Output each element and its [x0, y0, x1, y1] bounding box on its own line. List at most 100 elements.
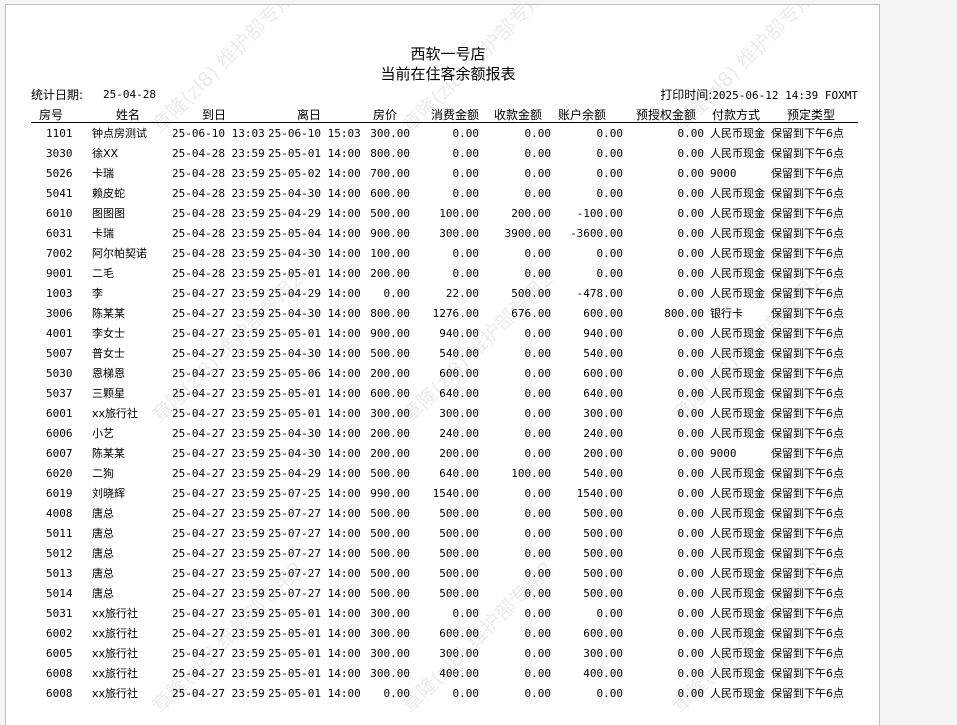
- payment-cell: 676.00: [511, 307, 551, 320]
- arrival-cell: 25-04-28 23:59: [172, 167, 265, 180]
- room-rate-cell: 300.00: [370, 127, 410, 140]
- table-row[interactable]: 3030 徐XX 25-04-28 23:59 25-05-01 14:00 800.0…: [6, 147, 879, 167]
- room-no-cell: 6005: [46, 647, 73, 660]
- guest-name-cell: 卡瑞: [92, 167, 114, 180]
- table-row[interactable]: 5012 唐总 25-04-27 23:59 25-07-27 14:00 500.00…: [6, 547, 879, 567]
- reserve-type-cell: 保留到下午6点: [771, 307, 844, 320]
- pay-method-cell: 人民币现金: [710, 647, 765, 660]
- table-row[interactable]: 5014 唐总 25-04-27 23:59 25-07-27 14:00 500.00…: [6, 587, 879, 607]
- balance-cell: 0.00: [596, 267, 624, 280]
- balance-cell: -478.00: [576, 287, 623, 300]
- room-no-cell: 6008: [46, 687, 73, 700]
- departure-cell: 25-07-27 14:00: [268, 527, 361, 540]
- guest-name-cell: 唐总: [92, 507, 114, 520]
- payment-cell: 0.00: [524, 267, 552, 280]
- consumption-cell: 500.00: [439, 547, 479, 560]
- consumption-cell: 0.00: [452, 247, 480, 260]
- pay-method-cell: 人民币现金: [710, 247, 765, 260]
- reserve-type-cell: 保留到下午6点: [771, 687, 844, 700]
- reserve-type-cell: 保留到下午6点: [771, 447, 844, 460]
- table-row[interactable]: 6020 二狗 25-04-27 23:59 25-04-29 14:00 500.00…: [6, 467, 879, 487]
- balance-cell: 600.00: [583, 367, 623, 380]
- room-rate-cell: 500.00: [370, 527, 410, 540]
- room-no-cell: 5012: [46, 547, 73, 560]
- table-row[interactable]: 4008 唐总 25-04-27 23:59 25-07-27 14:00 500.00…: [6, 507, 879, 527]
- room-rate-cell: 300.00: [370, 667, 410, 680]
- table-row[interactable]: 5013 唐总 25-04-27 23:59 25-07-27 14:00 500.00…: [6, 567, 879, 587]
- pay-method-cell: 人民币现金: [710, 187, 765, 200]
- table-row[interactable]: 7002 阿尔帕契诺 25-04-28 23:59 25-04-30 14:00 100…: [6, 247, 879, 267]
- guest-name-cell: 图图图: [92, 207, 125, 220]
- preauth-cell: 0.00: [677, 467, 705, 480]
- table-row[interactable]: 5030 恩梯恩 25-04-27 23:59 25-05-06 14:00 200.0…: [6, 367, 879, 387]
- room-no-cell: 9001: [46, 267, 73, 280]
- balance-cell: 940.00: [583, 327, 623, 340]
- table-row[interactable]: 5037 三颗星 25-04-27 23:59 25-05-01 14:00 600.0…: [6, 387, 879, 407]
- table-row[interactable]: 1003 李 25-04-27 23:59 25-04-29 14:00 0.00 22.…: [6, 287, 879, 307]
- table-row[interactable]: 4001 李女士 25-04-27 23:59 25-05-01 14:00 900.0…: [6, 327, 879, 347]
- guest-name-cell: 普女士: [92, 347, 125, 360]
- consumption-cell: 0.00: [452, 687, 480, 700]
- room-rate-cell: 500.00: [370, 567, 410, 580]
- table-row[interactable]: 1101 钟点房测试 25-06-10 13:03 25-06-10 15:03 300…: [6, 127, 879, 147]
- departure-cell: 25-04-30 14:00: [268, 427, 361, 440]
- departure-cell: 25-04-30 14:00: [268, 347, 361, 360]
- reserve-type-cell: 保留到下午6点: [771, 507, 844, 520]
- departure-cell: 25-04-30 14:00: [268, 247, 361, 260]
- table-row[interactable]: 3006 陈某某 25-04-27 23:59 25-04-30 14:00 800.0…: [6, 307, 879, 327]
- pay-method-cell: 9000: [710, 167, 737, 180]
- pay-method-cell: 人民币现金: [710, 467, 765, 480]
- table-row[interactable]: 6005 xx旅行社 25-04-27 23:59 25-05-01 14:00 300…: [6, 647, 879, 667]
- balance-cell: -3600.00: [570, 227, 623, 240]
- pay-method-cell: 人民币现金: [710, 587, 765, 600]
- table-row[interactable]: 6002 xx旅行社 25-04-27 23:59 25-05-01 14:00 300…: [6, 627, 879, 647]
- balance-cell: 500.00: [583, 527, 623, 540]
- room-rate-cell: 300.00: [370, 407, 410, 420]
- table-row[interactable]: 9001 二毛 25-04-28 23:59 25-05-01 14:00 200.00…: [6, 267, 879, 287]
- table-row[interactable]: 5041 赖皮蛇 25-04-28 23:59 25-04-30 14:00 600.0…: [6, 187, 879, 207]
- arrival-cell: 25-04-27 23:59: [172, 427, 265, 440]
- arrival-cell: 25-04-27 23:59: [172, 667, 265, 680]
- table-row[interactable]: 5011 唐总 25-04-27 23:59 25-07-27 14:00 500.00…: [6, 527, 879, 547]
- arrival-cell: 25-04-27 23:59: [172, 447, 265, 460]
- guest-name-cell: 恩梯恩: [92, 367, 125, 380]
- consumption-cell: 940.00: [439, 327, 479, 340]
- consumption-cell: 300.00: [439, 227, 479, 240]
- room-no-cell: 5041: [46, 187, 73, 200]
- table-row[interactable]: 6031 卡瑞 25-04-28 23:59 25-05-04 14:00 900.00…: [6, 227, 879, 247]
- table-row[interactable]: 5026 卡瑞 25-04-28 23:59 25-05-02 14:00 700.00…: [6, 167, 879, 187]
- reserve-type-cell: 保留到下午6点: [771, 547, 844, 560]
- reserve-type-cell: 保留到下午6点: [771, 407, 844, 420]
- table-row[interactable]: 6008 xx旅行社 25-04-27 23:59 25-05-01 14:00 300…: [6, 667, 879, 687]
- table-row[interactable]: 6007 陈某某 25-04-27 23:59 25-04-30 14:00 200.0…: [6, 447, 879, 467]
- table-row[interactable]: 6019 刘晓辉 25-04-27 23:59 25-07-25 14:00 990.0…: [6, 487, 879, 507]
- pay-method-cell: 人民币现金: [710, 527, 765, 540]
- table-row[interactable]: 5007 普女士 25-04-27 23:59 25-04-30 14:00 500.0…: [6, 347, 879, 367]
- guest-name-cell: 陈某某: [92, 307, 125, 320]
- balance-cell: 0.00: [596, 167, 624, 180]
- reserve-type-cell: 保留到下午6点: [771, 247, 844, 260]
- pay-method-cell: 人民币现金: [710, 547, 765, 560]
- room-no-cell: 5013: [46, 567, 73, 580]
- arrival-cell: 25-04-27 23:59: [172, 687, 265, 700]
- pay-method-cell: 人民币现金: [710, 687, 765, 700]
- arrival-cell: 25-04-27 23:59: [172, 567, 265, 580]
- departure-cell: 25-05-01 14:00: [268, 407, 361, 420]
- stat-date: 25-04-28: [103, 88, 156, 101]
- room-rate-cell: 700.00: [370, 167, 410, 180]
- table-row[interactable]: 6010 图图图 25-04-28 23:59 25-04-29 14:00 500.0…: [6, 207, 879, 227]
- table-row[interactable]: 5031 xx旅行社 25-04-27 23:59 25-05-01 14:00 300…: [6, 607, 879, 627]
- table-row[interactable]: 6001 xx旅行社 25-04-27 23:59 25-05-01 14:00 300…: [6, 407, 879, 427]
- column-header: 预定类型: [786, 108, 836, 122]
- column-header: 账户余额: [557, 108, 607, 122]
- guest-name-cell: 二毛: [92, 267, 114, 280]
- column-header: 到日: [201, 108, 227, 122]
- reserve-type-cell: 保留到下午6点: [771, 467, 844, 480]
- table-row[interactable]: 6006 小艺 25-04-27 23:59 25-04-30 14:00 200.00…: [6, 427, 879, 447]
- consumption-cell: 540.00: [439, 347, 479, 360]
- room-rate-cell: 500.00: [370, 467, 410, 480]
- print-time-label: 打印时间:: [660, 88, 713, 102]
- arrival-cell: 25-04-27 23:59: [172, 347, 265, 360]
- room-no-cell: 3006: [46, 307, 73, 320]
- table-row[interactable]: 6008 xx旅行社 25-04-27 23:59 25-05-01 14:00 0.0…: [6, 687, 879, 707]
